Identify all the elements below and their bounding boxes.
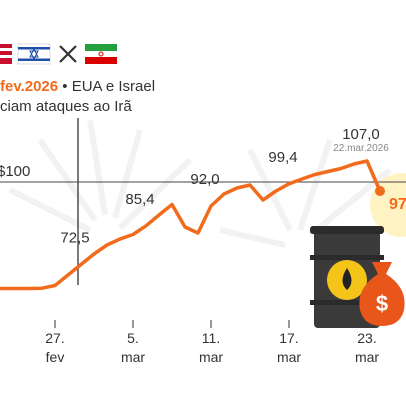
value-label: 97 (389, 196, 406, 213)
x-tick-label: 5. mar (121, 330, 145, 365)
x-tick-label: 27. fev (45, 330, 64, 365)
x-tick-label: 23. mar (355, 330, 379, 365)
value-label: 92,0 (190, 171, 219, 188)
end-point (375, 186, 385, 196)
annotation-text: ciam ataques ao Irã (0, 98, 132, 115)
svg-text:$: $ (376, 291, 388, 316)
plot: $100 27. fev 5. mar 11. mar 17. mar 23. mar 72,5 85,… (0, 126, 406, 365)
value-label: 85,4 (125, 191, 154, 208)
annotation-date: fev.2026 (0, 78, 58, 95)
peak-date: 22.mar.2026 (333, 143, 389, 154)
value-label: 107,0 (342, 126, 380, 143)
money-bag: $ (359, 262, 405, 326)
line (0, 159, 382, 291)
reference-label: $100 (0, 163, 30, 180)
x-tick-label: 11. mar (199, 330, 223, 365)
flags (0, 43, 117, 65)
value-label: 99,4 (268, 149, 297, 166)
annotation-text: • EUA e Israel (62, 78, 155, 95)
background-rays (8, 119, 392, 248)
annotation: fev.2026 • EUA e Israel (0, 78, 155, 95)
x-tick-label: 17. mar (277, 330, 301, 365)
value-label: 72,5 (60, 230, 89, 247)
